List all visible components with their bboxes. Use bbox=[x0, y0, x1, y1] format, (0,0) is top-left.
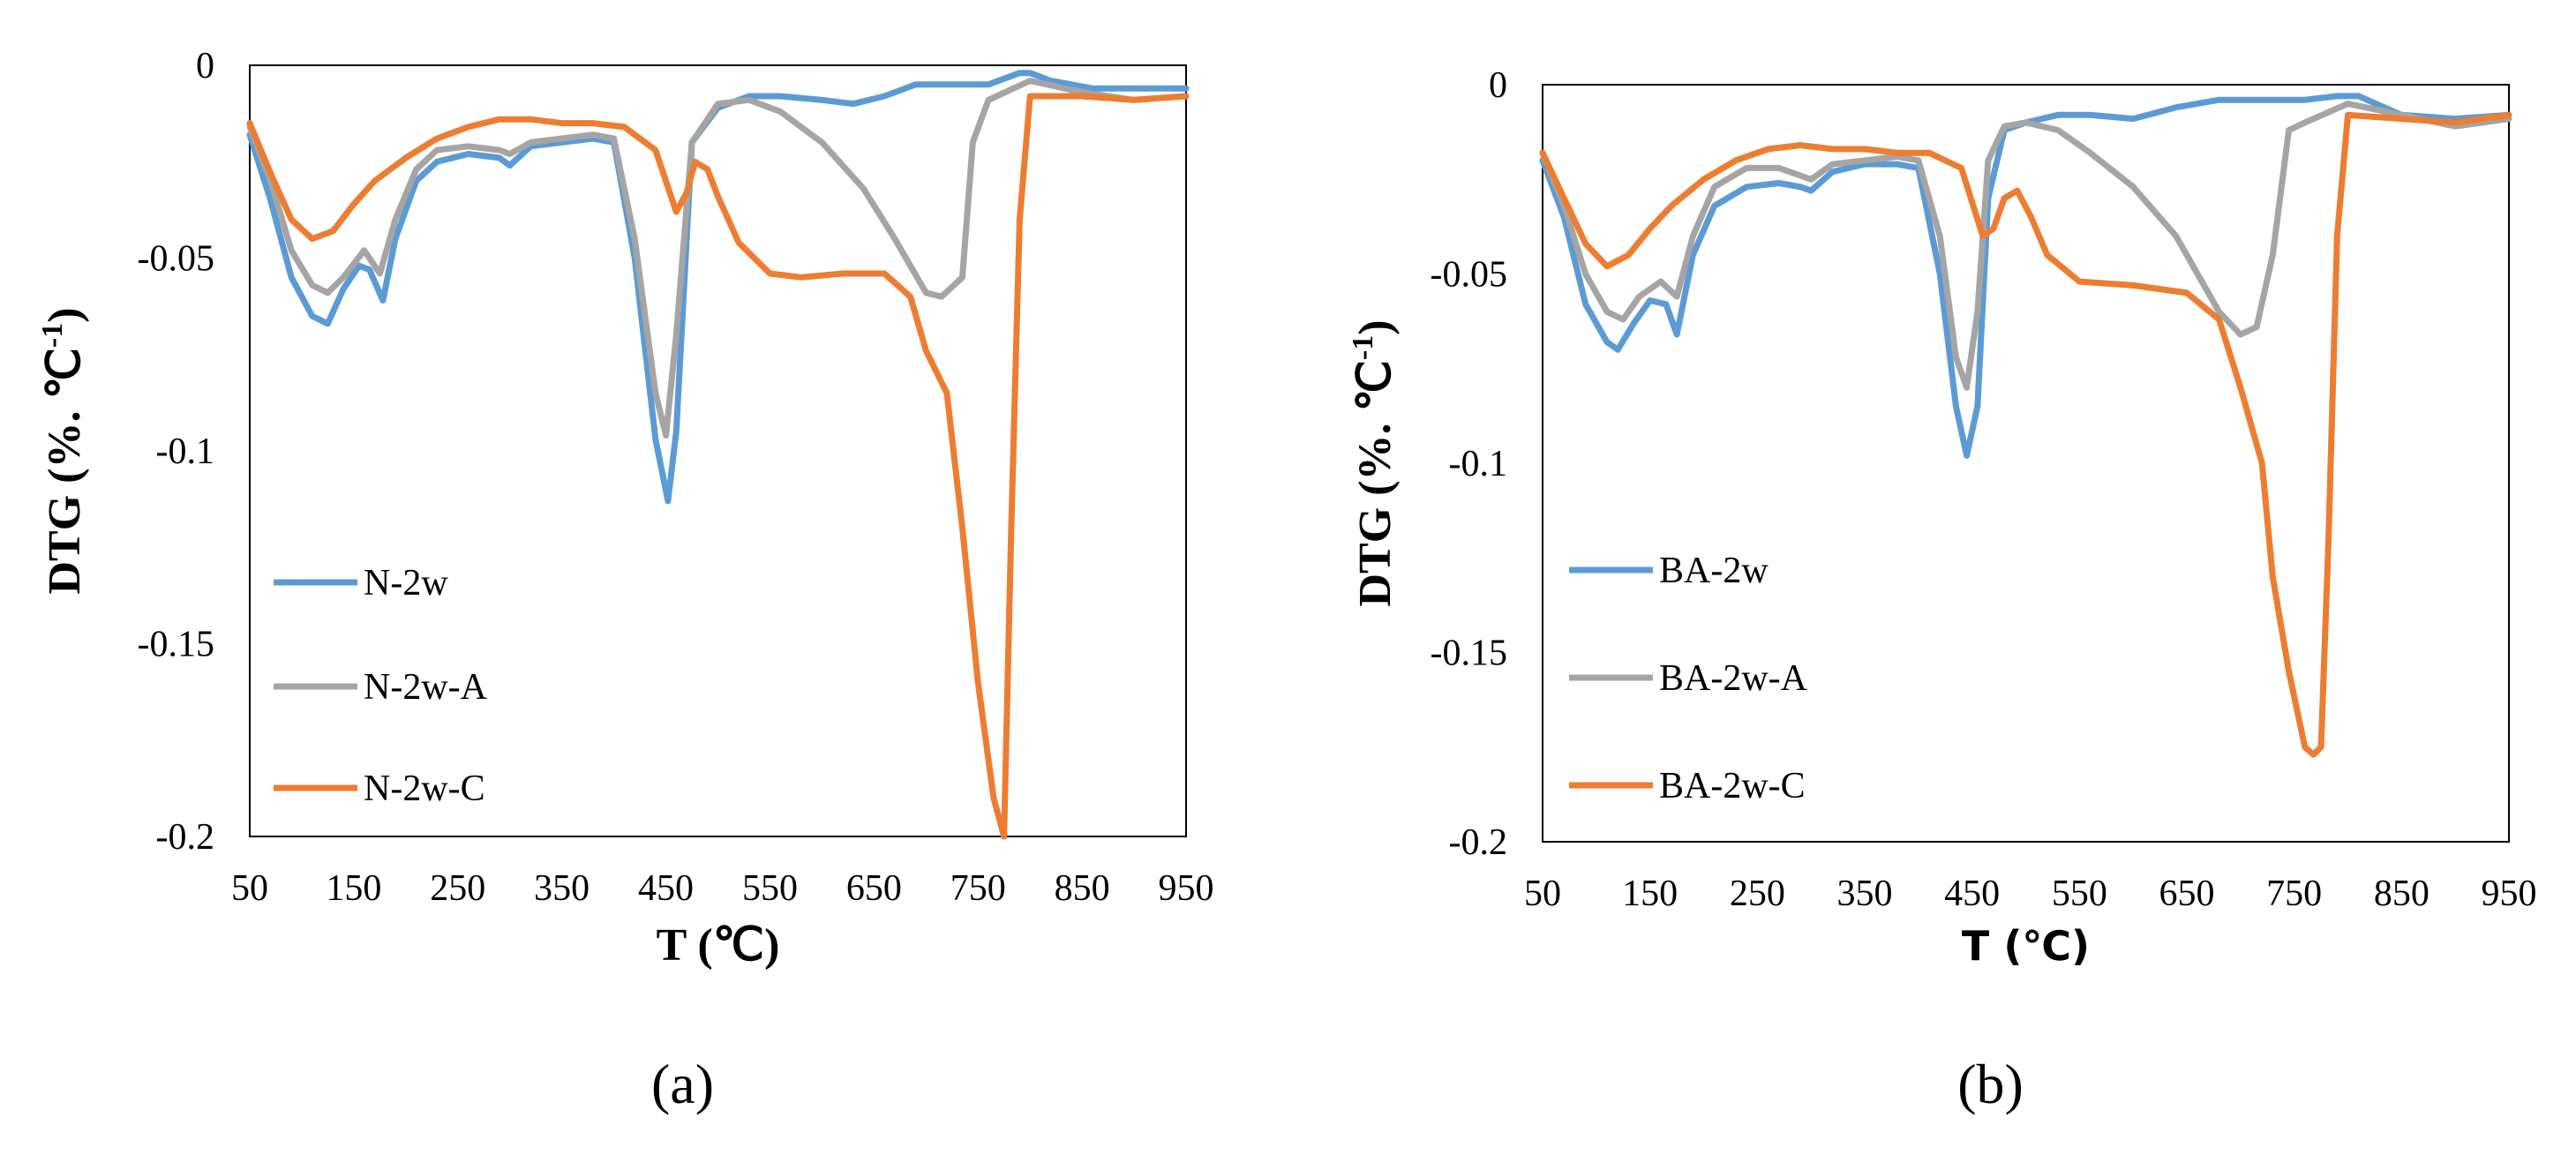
legend-label: BA-2w-A bbox=[1659, 658, 1808, 699]
series-line-ba-2w-c bbox=[1539, 111, 2512, 758]
legend-label: N-2w-A bbox=[364, 667, 488, 708]
x-tick-label: 750 bbox=[950, 868, 1006, 909]
legend-label: N-2w bbox=[364, 563, 448, 604]
y-tick-label: -0.2 bbox=[156, 817, 215, 858]
panel-label: (b) bbox=[1957, 1053, 2024, 1115]
y-axis-title: DTG (%. ℃-1) bbox=[1347, 319, 1401, 606]
x-tick-label: 150 bbox=[1622, 874, 1678, 914]
x-tick-label: 50 bbox=[231, 868, 268, 909]
y-tick-label: -0.05 bbox=[1431, 255, 1508, 296]
chart-panel-a: 50 150 250 350 450 550 650 750 850 950 0 -0.05 -0.1 -… bbox=[36, 46, 1214, 1115]
x-tick-label: 350 bbox=[1837, 874, 1893, 914]
series-line-n-2w-a bbox=[246, 78, 1190, 439]
x-tick-label: 850 bbox=[1055, 868, 1110, 909]
y-tick-label: 0 bbox=[196, 46, 214, 86]
y-axis-title: DTG (%. ℃-1) bbox=[36, 307, 90, 594]
x-tick-label: 850 bbox=[2374, 874, 2430, 914]
series-line-ba-2w-a bbox=[1539, 101, 2512, 391]
series-line-n-2w-c bbox=[246, 93, 1190, 840]
y-tick-label: -0.1 bbox=[156, 431, 215, 472]
x-axis-title: T (℃) bbox=[657, 920, 780, 971]
x-tick-label: 950 bbox=[2482, 874, 2537, 914]
x-tick-label: 950 bbox=[1159, 868, 1214, 909]
x-tick-label: 650 bbox=[2159, 874, 2215, 914]
plot-area-frame bbox=[249, 64, 1187, 837]
series-line-ba-2w bbox=[1539, 93, 2512, 459]
y-tick-label: -0.15 bbox=[138, 625, 215, 665]
legend-label: BA-2w bbox=[1659, 551, 1769, 591]
x-axis-title: T (℃) bbox=[1962, 922, 2090, 970]
x-tick-label: 250 bbox=[430, 868, 485, 909]
x-tick-label: 550 bbox=[742, 868, 798, 909]
series-line-n-2w bbox=[246, 70, 1190, 505]
x-tick-label: 650 bbox=[846, 868, 902, 909]
x-tick-label: 150 bbox=[326, 868, 381, 909]
legend-label: N-2w-C bbox=[364, 769, 485, 809]
y-tick-label: -0.05 bbox=[138, 239, 215, 280]
y-tick-label: -0.1 bbox=[1449, 444, 1508, 484]
chart-panel-b: 50 150 250 350 450 550 650 750 850 950 0 -0.05 -0.1 -… bbox=[1347, 65, 2537, 1115]
panel-label: (a) bbox=[651, 1053, 714, 1115]
plot-area-frame bbox=[1542, 84, 2510, 843]
x-tick-label: 250 bbox=[1730, 874, 1785, 914]
y-tick-label: -0.2 bbox=[1449, 822, 1508, 863]
x-tick-label: 350 bbox=[534, 868, 590, 909]
x-tick-label: 550 bbox=[2052, 874, 2107, 914]
x-tick-label: 450 bbox=[1944, 874, 2000, 914]
x-tick-label: 50 bbox=[1524, 874, 1561, 914]
y-tick-label: 0 bbox=[1489, 65, 1507, 106]
y-tick-label: -0.15 bbox=[1431, 634, 1508, 674]
x-tick-label: 750 bbox=[2266, 874, 2322, 914]
x-tick-label: 450 bbox=[638, 868, 694, 909]
legend-label: BA-2w-C bbox=[1659, 766, 1806, 806]
